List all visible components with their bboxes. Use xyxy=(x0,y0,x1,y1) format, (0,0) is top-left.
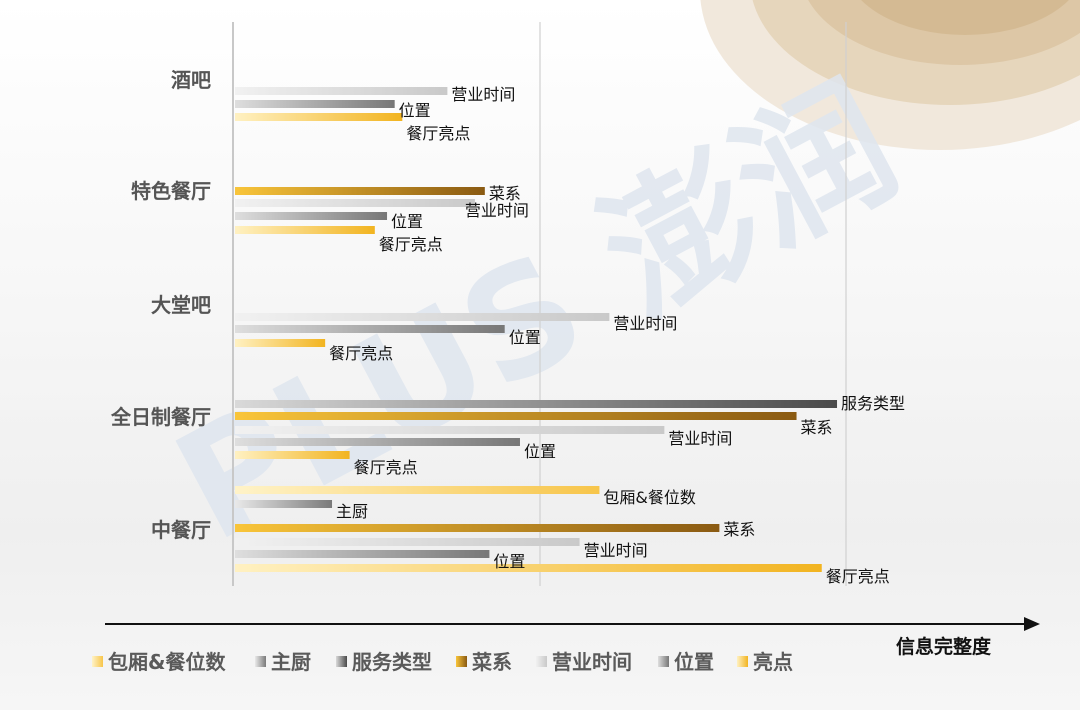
bar xyxy=(235,212,388,220)
bar xyxy=(235,451,350,459)
legend-swatch xyxy=(658,656,669,667)
bar-labels-layer: 营业时间位置餐厅亮点菜系营业时间位置餐厅亮点营业时间位置餐厅亮点服务类型菜系营业… xyxy=(329,85,905,586)
group-label: 大堂吧 xyxy=(151,293,211,317)
legend-label: 亮点 xyxy=(753,650,793,674)
x-axis-label: 信息完整度 xyxy=(896,635,992,658)
bar xyxy=(235,524,720,532)
legend-label: 菜系 xyxy=(471,650,512,674)
bar-label: 营业时间 xyxy=(613,314,677,333)
legend-swatch xyxy=(737,656,748,667)
bar-label: 菜系 xyxy=(723,520,755,539)
group-label: 中餐厅 xyxy=(151,518,211,542)
bar xyxy=(235,325,505,333)
bar xyxy=(235,564,822,572)
bar-label: 餐厅亮点 xyxy=(329,344,393,363)
bar xyxy=(235,100,395,108)
group-label: 酒吧 xyxy=(171,68,211,92)
bar-label: 位置 xyxy=(524,442,556,461)
bar xyxy=(235,339,326,347)
legend-label: 主厨 xyxy=(271,650,311,674)
legend-swatch xyxy=(336,656,347,667)
bar-label: 位置 xyxy=(493,552,525,571)
bar xyxy=(235,486,600,494)
bars-layer xyxy=(235,87,838,572)
bar-label: 营业时间 xyxy=(451,85,515,104)
bar-label: 包厢&餐位数 xyxy=(603,488,695,507)
bar xyxy=(235,226,375,234)
bar-label: 餐厅亮点 xyxy=(354,458,418,477)
bar xyxy=(235,113,403,121)
bar-label: 服务类型 xyxy=(841,394,905,413)
bar-label: 位置 xyxy=(509,328,541,347)
bar-label: 菜系 xyxy=(801,418,833,437)
bar xyxy=(235,438,520,446)
bar-label: 主厨 xyxy=(336,502,368,521)
legend-label: 包厢&餐位数 xyxy=(108,650,226,674)
bar-label: 餐厅亮点 xyxy=(826,567,890,586)
bar xyxy=(235,400,838,408)
plate-decoration xyxy=(700,0,1080,150)
bar xyxy=(235,412,797,420)
legend: 包厢&餐位数 主厨 服务类型 菜系 营业时间 位置 亮点 xyxy=(92,650,793,674)
bar-label: 餐厅亮点 xyxy=(406,124,470,143)
legend-swatch xyxy=(255,656,266,667)
bar-label: 位置 xyxy=(399,101,431,120)
bar-label: 菜系 xyxy=(489,184,521,203)
bar-label: 营业时间 xyxy=(668,429,732,448)
group-label: 全日制餐厅 xyxy=(110,405,211,429)
bar xyxy=(235,500,333,508)
bar xyxy=(235,538,580,546)
bar xyxy=(235,87,448,95)
group-label: 特色餐厅 xyxy=(131,179,211,203)
bar xyxy=(235,550,490,558)
bar-label: 营业时间 xyxy=(465,201,529,220)
bar xyxy=(235,313,610,321)
bar-label: 餐厅亮点 xyxy=(379,235,443,254)
legend-swatch xyxy=(456,656,467,667)
bar xyxy=(235,426,665,434)
bar-label: 位置 xyxy=(391,212,423,231)
bar xyxy=(235,187,485,195)
x-axis xyxy=(105,617,1040,631)
bar xyxy=(235,199,475,207)
x-axis-arrowhead xyxy=(1024,617,1040,631)
bar-label: 营业时间 xyxy=(584,541,648,560)
legend-label: 服务类型 xyxy=(352,650,432,674)
legend-label: 营业时间 xyxy=(552,650,632,674)
legend-swatch xyxy=(536,656,547,667)
legend-swatch xyxy=(92,656,103,667)
legend-label: 位置 xyxy=(674,650,714,674)
